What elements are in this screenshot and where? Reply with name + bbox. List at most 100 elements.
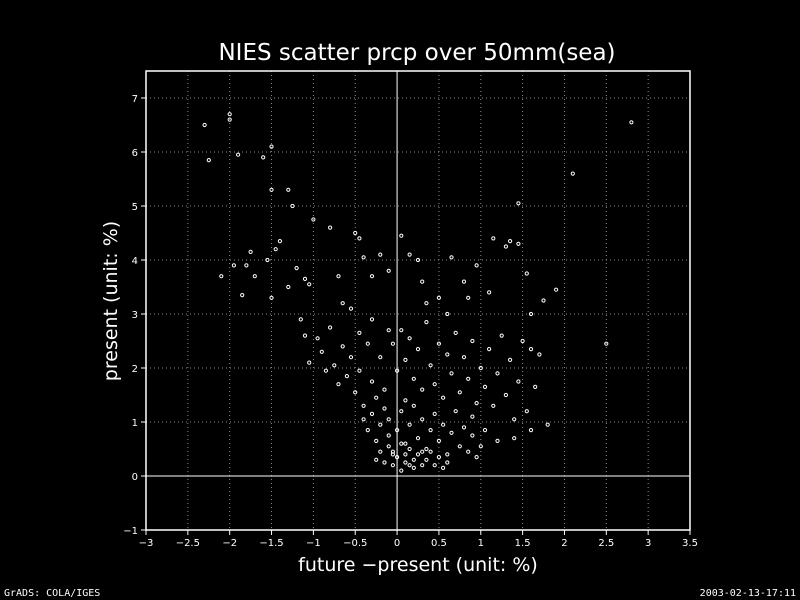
- scatter-point: [357, 236, 362, 241]
- scatter-point: [407, 463, 412, 468]
- scatter-point: [353, 390, 358, 395]
- scatter-point: [386, 433, 391, 438]
- scatter-point: [219, 274, 224, 279]
- scatter-point: [378, 422, 383, 427]
- scatter-point: [453, 409, 458, 414]
- scatter-point: [436, 295, 441, 300]
- scatter-point: [499, 333, 504, 338]
- scatter-point: [466, 376, 471, 381]
- scatter-point: [269, 295, 274, 300]
- scatter-point: [395, 455, 400, 460]
- scatter-point: [491, 403, 496, 408]
- scatter-point: [428, 449, 433, 454]
- scatter-point: [365, 428, 370, 433]
- scatter-point: [541, 298, 546, 303]
- scatter-point: [470, 433, 475, 438]
- scatter-point: [382, 387, 387, 392]
- scatter-point: [415, 347, 421, 352]
- scatter-point: [240, 293, 245, 298]
- y-tick-label: 6: [132, 148, 138, 159]
- scatter-point: [449, 430, 454, 435]
- x-tick-label: −3: [139, 538, 154, 549]
- scatter-point: [524, 271, 529, 276]
- x-tick-label: 1: [478, 538, 484, 549]
- scatter-point: [261, 155, 266, 160]
- scatter-point: [432, 382, 437, 387]
- scatter-point: [273, 247, 278, 252]
- scatter-point: [441, 395, 446, 400]
- x-tick-label: −1: [306, 538, 321, 549]
- scatter-point: [554, 287, 559, 292]
- y-tick-label: 5: [132, 202, 138, 213]
- scatter-point: [445, 311, 450, 317]
- scatter-point: [407, 336, 412, 341]
- scatter-point: [415, 452, 421, 457]
- scatter-point: [445, 460, 450, 465]
- scatter-point: [374, 438, 379, 443]
- scatter-point: [512, 417, 517, 422]
- scatter-point: [390, 341, 395, 346]
- scatter-point: [227, 112, 232, 117]
- scatter-point: [307, 360, 312, 365]
- scatter-point: [231, 263, 236, 268]
- x-tick-label: 0: [394, 538, 400, 549]
- scatter-point: [353, 230, 358, 236]
- footer-timestamp: 2003-02-13-17:11: [699, 588, 796, 599]
- scatter-point: [449, 255, 454, 260]
- scatter-point: [503, 244, 508, 249]
- scatter-point: [415, 436, 421, 441]
- scatter-point: [528, 347, 534, 352]
- y-tick-label: −1: [123, 526, 138, 537]
- scatter-point: [457, 444, 462, 449]
- scatter-point: [420, 279, 425, 284]
- scatter-point: [336, 274, 341, 279]
- scatter-point: [403, 357, 408, 362]
- scatter-point: [236, 152, 241, 157]
- scatter-point: [294, 266, 299, 271]
- scatter-point: [436, 438, 441, 443]
- scatter-point: [424, 320, 429, 325]
- scatter-point: [374, 395, 379, 400]
- scatter-point: [202, 122, 207, 128]
- scatter-point: [227, 117, 232, 122]
- scatter-point: [344, 374, 349, 379]
- scatter-point: [528, 311, 534, 317]
- scatter-point: [315, 336, 320, 341]
- chart-title: NIES scatter prcp over 50mm(sea): [218, 40, 615, 66]
- scatter-point: [445, 352, 450, 357]
- scatter-point: [390, 452, 395, 457]
- scatter-point: [378, 449, 383, 454]
- scatter-point: [436, 455, 441, 460]
- scatter-point: [357, 330, 362, 335]
- scatter-point: [495, 371, 500, 376]
- scatter-point: [378, 355, 383, 360]
- y-tick-label: 0: [132, 472, 138, 483]
- scatter-point: [415, 257, 421, 263]
- scatter-point: [604, 341, 609, 346]
- zero-lines: [146, 71, 690, 530]
- scatter-point: [420, 463, 425, 468]
- scatter-point: [395, 428, 400, 433]
- scatter-point: [382, 406, 387, 411]
- y-axis-label: present (unit: %): [100, 221, 122, 381]
- scatter-point: [508, 239, 513, 244]
- scatter-point: [369, 411, 375, 416]
- scatter-point: [307, 282, 312, 287]
- scatter-point: [570, 171, 575, 176]
- scatter-point: [428, 428, 433, 433]
- scatter-point: [441, 422, 446, 427]
- scatter-point: [516, 241, 521, 246]
- scatter-point: [474, 455, 479, 460]
- scatter-point: [399, 468, 404, 473]
- scatter-point: [428, 363, 433, 368]
- scatter-point: [411, 457, 416, 462]
- scatter-point: [461, 355, 467, 360]
- scatter-point: [495, 438, 500, 443]
- scatter-point: [461, 425, 467, 430]
- scatter-point: [411, 403, 416, 408]
- scatter-point: [424, 301, 429, 306]
- scatter-point: [386, 328, 391, 333]
- scatter-point: [311, 217, 316, 222]
- y-tick-label: 2: [132, 364, 138, 375]
